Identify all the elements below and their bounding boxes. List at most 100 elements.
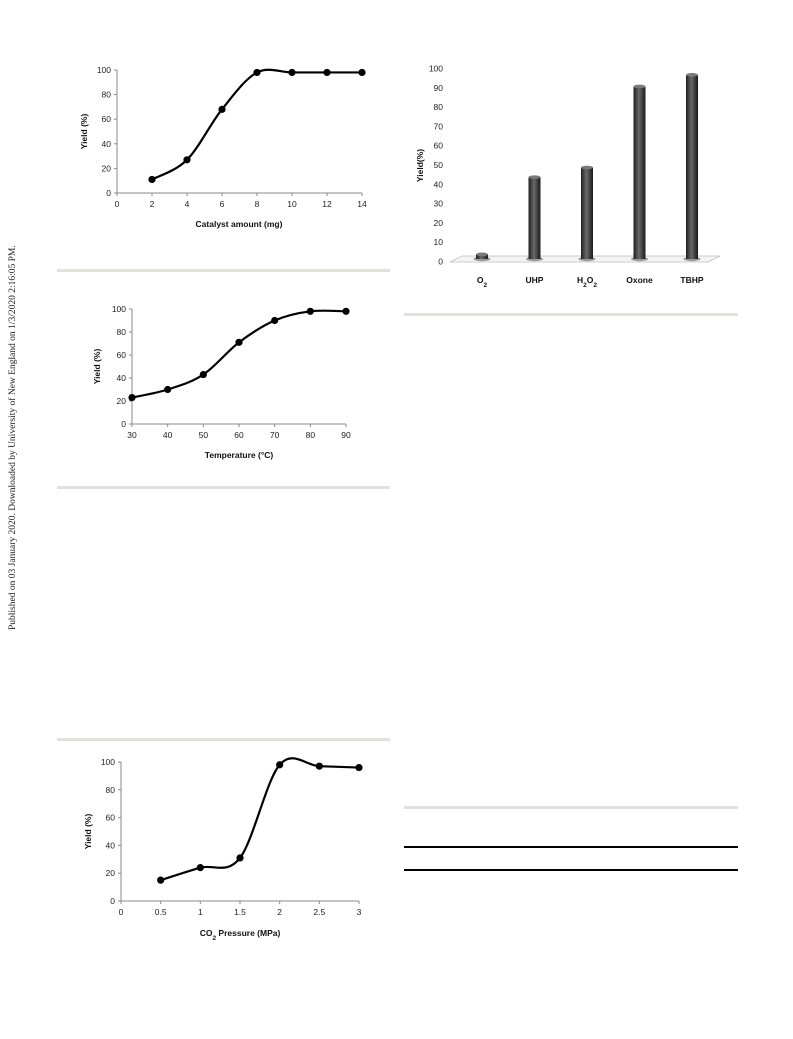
bar: [528, 177, 541, 259]
series-line: [131, 309, 347, 399]
y-tick-label: 60: [117, 350, 127, 360]
y-tick-label: 80: [117, 327, 127, 337]
x-axis-label: Catalyst amount (mg): [196, 219, 283, 229]
x-tick-label: 60: [234, 430, 244, 440]
table-rule: [404, 869, 738, 871]
data-point: [196, 864, 204, 872]
y-tick-label: 20: [117, 396, 127, 406]
download-notice-text: Published on 03 January 2020. Downloaded…: [8, 245, 18, 630]
x-tick-label: 30: [127, 430, 137, 440]
figure-divider: [57, 738, 390, 741]
bar: [686, 74, 698, 259]
data-point: [235, 338, 243, 346]
y-tick-label: 50: [434, 160, 444, 170]
data-point: [276, 761, 284, 769]
data-point: [128, 393, 136, 402]
x-tick-label: 90: [341, 430, 351, 440]
y-tick-label: 30: [434, 199, 444, 209]
y-tick-label: 100: [97, 65, 111, 75]
data-point: [236, 854, 244, 862]
y-tick-label: 0: [121, 419, 126, 429]
data-point: [199, 370, 207, 379]
data-point: [218, 105, 226, 113]
oxidant-bar-chart: 0 10 20 30 40 50 60 70 80 90 100 Yield(%) O2 UHP H2O2 O…: [415, 64, 721, 289]
x-tick-label: 6: [220, 199, 225, 209]
x-tick-label: 80: [306, 430, 316, 440]
x-tick-label: 3: [357, 907, 362, 917]
series-line: [160, 757, 360, 882]
temperature-chart: 0 20 40 60 80 100 30 40 50 60 70 80 90 Yield (%) Tempe…: [92, 304, 351, 460]
y-tick-label: 90: [434, 83, 444, 93]
x-tick-label: 0: [115, 199, 120, 209]
data-point: [183, 156, 191, 164]
x-tick-label: O2: [477, 275, 488, 289]
data-point: [164, 385, 172, 394]
figure-divider: [404, 313, 738, 316]
x-tick-label: 2.5: [313, 907, 325, 917]
y-tick-label: 70: [434, 121, 444, 131]
y-axis-label: Yield (%): [92, 349, 102, 385]
y-tick-label: 80: [434, 102, 444, 112]
x-tick-label: 50: [199, 430, 209, 440]
x-tick-label: 0.5: [155, 907, 167, 917]
y-tick-label: 60: [102, 114, 112, 124]
y-tick-label: 80: [102, 90, 112, 100]
bar-cap: [581, 165, 593, 170]
data-point: [358, 68, 366, 77]
x-tick-label: 2: [150, 199, 155, 209]
bar: [581, 167, 593, 259]
data-point: [148, 175, 156, 184]
download-notice: Published on 03 January 2020. Downloaded…: [6, 196, 18, 636]
figure-divider: [57, 486, 390, 489]
x-tick-label: 0: [119, 907, 124, 917]
data-point: [306, 307, 314, 315]
data-point: [157, 876, 165, 884]
x-tick-label: 14: [357, 199, 367, 209]
x-tick-label: 1: [198, 907, 203, 917]
data-point: [253, 68, 261, 77]
catalyst-amount-chart: 0 20 40 60 80 100 0 2 4 6 8 10 12 14 Yield (%) Catalyst…: [79, 65, 367, 229]
y-tick-label: 40: [106, 840, 116, 850]
y-axis-label: Yield(%): [415, 149, 425, 182]
bar-cap: [476, 252, 488, 257]
x-tick-label: 40: [163, 430, 173, 440]
x-tick-label: 4: [185, 199, 190, 209]
table-rule: [404, 846, 738, 848]
y-tick-label: 60: [434, 141, 444, 151]
data-point: [288, 68, 296, 77]
y-tick-label: 20: [102, 163, 112, 173]
y-tick-label: 20: [434, 218, 444, 228]
y-tick-label: 10: [434, 237, 444, 247]
x-tick-label: 2: [277, 907, 282, 917]
y-tick-label: 60: [106, 813, 116, 823]
x-tick-label: Oxone: [626, 275, 653, 285]
x-tick-label: 8: [255, 199, 260, 209]
x-tick-label: 10: [287, 199, 297, 209]
bar-cap: [528, 175, 541, 179]
y-tick-label: 100: [112, 304, 126, 314]
data-point: [342, 307, 350, 315]
x-tick-label: 70: [270, 430, 280, 440]
x-tick-label: TBHP: [680, 275, 703, 285]
x-tick-label: 1.5: [234, 907, 246, 917]
y-tick-label: 100: [429, 64, 443, 74]
y-tick-label: 0: [110, 896, 115, 906]
data-point: [355, 763, 363, 772]
y-tick-label: 0: [106, 188, 111, 198]
x-axis-label: Temperature (°C): [205, 450, 274, 460]
y-tick-label: 80: [106, 785, 116, 795]
data-point: [323, 68, 331, 77]
x-tick-label: UHP: [526, 275, 544, 285]
y-tick-label: 40: [117, 373, 127, 383]
co2-pressure-chart: 0 20 40 60 80 100 0 0.5 1 1.5 2 2.5 3 Yield (%) CO2 Pr…: [83, 757, 363, 942]
y-axis-label: Yield (%): [83, 814, 93, 850]
series-line: [151, 68, 362, 181]
y-tick-label: 0: [438, 257, 443, 267]
y-tick-label: 20: [106, 868, 116, 878]
y-tick-label: 100: [101, 757, 115, 767]
x-axis-label: CO2 Pressure (MPa): [200, 928, 281, 942]
y-tick-label: 40: [102, 139, 112, 149]
bar-cap: [686, 73, 698, 77]
x-tick-label: 12: [322, 199, 332, 209]
data-point: [315, 762, 323, 770]
